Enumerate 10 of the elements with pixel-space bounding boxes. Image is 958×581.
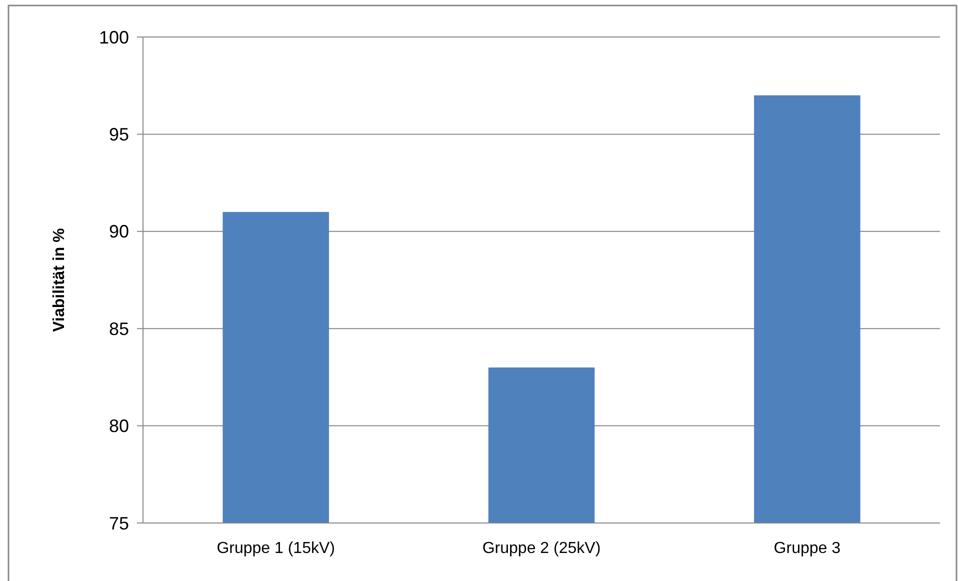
y-tick-label: 90	[108, 222, 129, 242]
y-tick-label: 80	[108, 416, 129, 436]
y-tick-label: 95	[108, 124, 129, 144]
x-tick-label: Gruppe 3	[774, 540, 841, 557]
x-tick-label: Gruppe 2 (25kV)	[482, 540, 601, 557]
y-axis-title: Viabilität in %	[51, 228, 68, 332]
y-tick-label: 85	[108, 318, 129, 339]
y-tick-label: 100	[98, 27, 129, 48]
y-tick-label: 75	[108, 513, 129, 534]
x-tick-label: Gruppe 1 (15kV)	[216, 540, 335, 557]
